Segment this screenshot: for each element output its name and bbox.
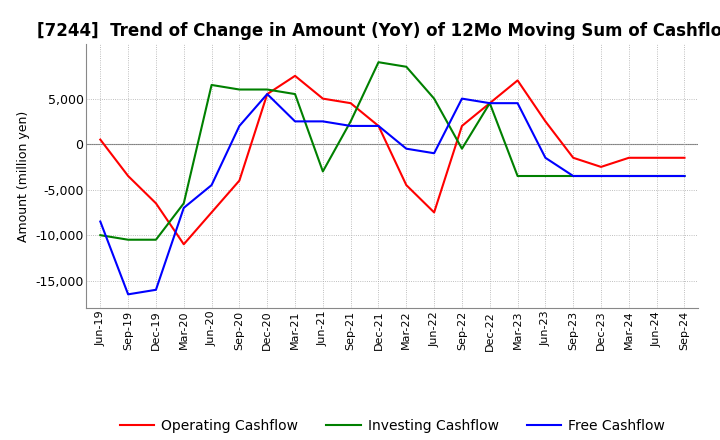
- Free Cashflow: [513, 100, 522, 106]
- Operating Cashflow: [235, 178, 243, 183]
- Investing Cashflow: [624, 173, 633, 179]
- Free Cashflow: [318, 119, 327, 124]
- Free Cashflow: [430, 150, 438, 156]
- Investing Cashflow: [235, 87, 243, 92]
- Free Cashflow: [624, 173, 633, 179]
- Operating Cashflow: [652, 155, 661, 161]
- Investing Cashflow: [263, 87, 271, 92]
- Free Cashflow: [152, 287, 161, 293]
- Investing Cashflow: [179, 201, 188, 206]
- Investing Cashflow: [680, 173, 689, 179]
- Operating Cashflow: [485, 100, 494, 106]
- Operating Cashflow: [458, 123, 467, 128]
- Free Cashflow: [235, 123, 243, 128]
- Investing Cashflow: [430, 96, 438, 101]
- Operating Cashflow: [96, 137, 104, 142]
- Operating Cashflow: [124, 173, 132, 179]
- Line: Free Cashflow: Free Cashflow: [100, 94, 685, 294]
- Operating Cashflow: [624, 155, 633, 161]
- Investing Cashflow: [458, 146, 467, 151]
- Legend: Operating Cashflow, Investing Cashflow, Free Cashflow: Operating Cashflow, Investing Cashflow, …: [114, 413, 670, 438]
- Free Cashflow: [207, 183, 216, 188]
- Operating Cashflow: [263, 92, 271, 97]
- Free Cashflow: [374, 123, 383, 128]
- Operating Cashflow: [207, 210, 216, 215]
- Title: [7244]  Trend of Change in Amount (YoY) of 12Mo Moving Sum of Cashflows: [7244] Trend of Change in Amount (YoY) o…: [37, 22, 720, 40]
- Free Cashflow: [96, 219, 104, 224]
- Investing Cashflow: [541, 173, 550, 179]
- Investing Cashflow: [291, 92, 300, 97]
- Operating Cashflow: [541, 119, 550, 124]
- Operating Cashflow: [374, 123, 383, 128]
- Y-axis label: Amount (million yen): Amount (million yen): [17, 110, 30, 242]
- Investing Cashflow: [597, 173, 606, 179]
- Investing Cashflow: [152, 237, 161, 242]
- Investing Cashflow: [124, 237, 132, 242]
- Free Cashflow: [569, 173, 577, 179]
- Operating Cashflow: [569, 155, 577, 161]
- Investing Cashflow: [402, 64, 410, 70]
- Line: Investing Cashflow: Investing Cashflow: [100, 62, 685, 240]
- Operating Cashflow: [318, 96, 327, 101]
- Free Cashflow: [346, 123, 355, 128]
- Free Cashflow: [680, 173, 689, 179]
- Operating Cashflow: [179, 242, 188, 247]
- Operating Cashflow: [680, 155, 689, 161]
- Free Cashflow: [291, 119, 300, 124]
- Investing Cashflow: [96, 232, 104, 238]
- Free Cashflow: [597, 173, 606, 179]
- Investing Cashflow: [207, 82, 216, 88]
- Free Cashflow: [124, 292, 132, 297]
- Operating Cashflow: [430, 210, 438, 215]
- Free Cashflow: [541, 155, 550, 161]
- Line: Operating Cashflow: Operating Cashflow: [100, 76, 685, 244]
- Free Cashflow: [485, 100, 494, 106]
- Operating Cashflow: [346, 100, 355, 106]
- Investing Cashflow: [318, 169, 327, 174]
- Investing Cashflow: [652, 173, 661, 179]
- Investing Cashflow: [374, 59, 383, 65]
- Free Cashflow: [652, 173, 661, 179]
- Investing Cashflow: [485, 100, 494, 106]
- Investing Cashflow: [346, 119, 355, 124]
- Operating Cashflow: [291, 73, 300, 78]
- Investing Cashflow: [569, 173, 577, 179]
- Free Cashflow: [458, 96, 467, 101]
- Operating Cashflow: [597, 164, 606, 169]
- Operating Cashflow: [513, 78, 522, 83]
- Operating Cashflow: [402, 183, 410, 188]
- Free Cashflow: [263, 92, 271, 97]
- Free Cashflow: [179, 205, 188, 210]
- Investing Cashflow: [513, 173, 522, 179]
- Free Cashflow: [402, 146, 410, 151]
- Operating Cashflow: [152, 201, 161, 206]
